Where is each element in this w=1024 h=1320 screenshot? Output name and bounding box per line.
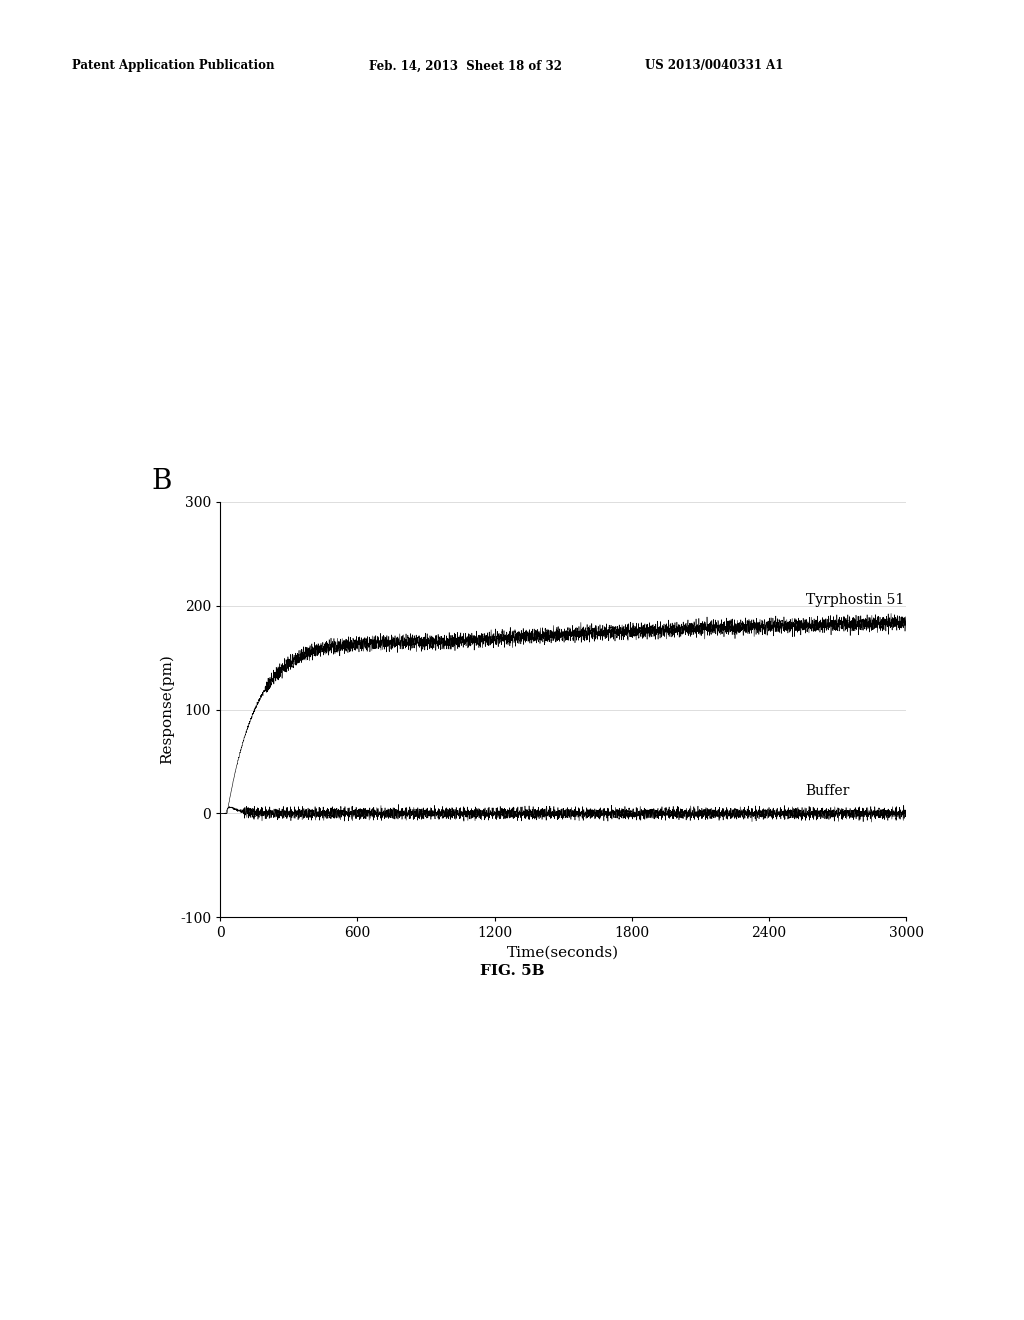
Text: Buffer: Buffer	[806, 784, 850, 797]
Text: FIG. 5B: FIG. 5B	[479, 964, 545, 978]
Text: Patent Application Publication: Patent Application Publication	[72, 59, 274, 73]
Text: B: B	[152, 469, 172, 495]
X-axis label: Time(seconds): Time(seconds)	[507, 946, 620, 960]
Text: Tyrphostin 51: Tyrphostin 51	[806, 594, 904, 607]
Text: Feb. 14, 2013  Sheet 18 of 32: Feb. 14, 2013 Sheet 18 of 32	[369, 59, 561, 73]
Text: US 2013/0040331 A1: US 2013/0040331 A1	[645, 59, 783, 73]
Y-axis label: Response(pm): Response(pm)	[160, 655, 174, 764]
